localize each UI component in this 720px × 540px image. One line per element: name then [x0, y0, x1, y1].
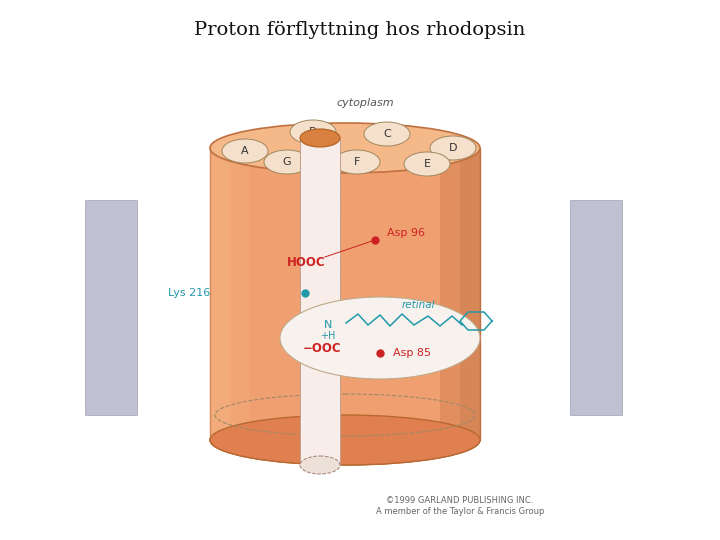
Ellipse shape [210, 415, 480, 465]
Text: Proton förflyttning hos rhodopsin: Proton förflyttning hos rhodopsin [194, 21, 526, 39]
Ellipse shape [210, 415, 480, 465]
Text: +H: +H [320, 331, 336, 341]
Text: E: E [423, 159, 431, 169]
Text: −OOC: −OOC [302, 342, 341, 355]
Ellipse shape [290, 120, 336, 144]
Ellipse shape [210, 123, 480, 173]
FancyBboxPatch shape [210, 148, 230, 440]
Text: N: N [324, 320, 332, 330]
Text: F: F [354, 157, 360, 167]
FancyBboxPatch shape [460, 148, 480, 440]
FancyBboxPatch shape [230, 148, 250, 440]
Ellipse shape [264, 150, 310, 174]
FancyBboxPatch shape [570, 200, 622, 415]
Text: HOOC: HOOC [287, 256, 325, 269]
FancyBboxPatch shape [210, 148, 480, 440]
Text: cytoplasm: cytoplasm [336, 98, 394, 108]
Text: Asp 96: Asp 96 [387, 228, 425, 238]
FancyBboxPatch shape [300, 138, 340, 465]
Text: Asp 85: Asp 85 [393, 348, 431, 358]
Text: C: C [383, 129, 391, 139]
Text: A: A [241, 146, 249, 156]
Ellipse shape [222, 139, 268, 163]
Text: B: B [309, 127, 317, 137]
FancyBboxPatch shape [440, 148, 460, 440]
Ellipse shape [300, 456, 340, 474]
Ellipse shape [300, 129, 340, 147]
Text: G: G [283, 157, 292, 167]
Ellipse shape [280, 297, 480, 379]
FancyBboxPatch shape [85, 200, 137, 415]
Text: retinal: retinal [401, 300, 435, 310]
Text: Lys 216: Lys 216 [168, 288, 210, 298]
Ellipse shape [364, 122, 410, 146]
Ellipse shape [334, 150, 380, 174]
Ellipse shape [430, 136, 476, 160]
Text: D: D [449, 143, 457, 153]
Text: ©1999 GARLAND PUBLISHING INC.
A member of the Taylor & Francis Group: ©1999 GARLAND PUBLISHING INC. A member o… [376, 496, 544, 516]
Ellipse shape [404, 152, 450, 176]
